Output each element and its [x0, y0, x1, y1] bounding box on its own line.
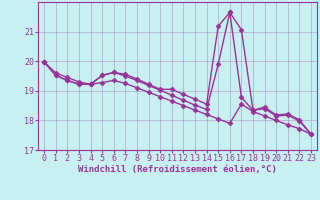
X-axis label: Windchill (Refroidissement éolien,°C): Windchill (Refroidissement éolien,°C) — [78, 165, 277, 174]
